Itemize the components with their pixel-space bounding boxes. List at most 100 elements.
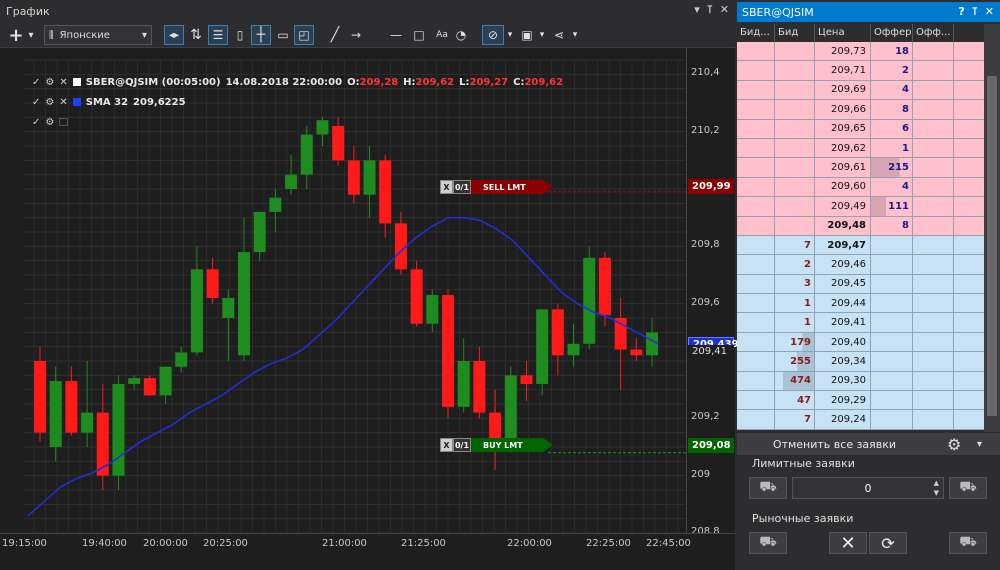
sell-order-marker[interactable]: X 0/1 SELL LMT [440, 180, 553, 194]
chart-type-select[interactable]: ⫼ Японские ▾ [44, 25, 152, 45]
bid-cum-cell[interactable] [737, 138, 775, 158]
offer-cum-cell[interactable] [913, 61, 954, 80]
price-cell[interactable]: 209,34 [815, 352, 871, 371]
close-icon[interactable]: ✕ [984, 5, 994, 18]
bid-row[interactable]: 3 209,45 [737, 274, 984, 295]
bid-cum-cell[interactable] [737, 61, 775, 80]
bid-cum-cell[interactable] [737, 42, 775, 61]
bid-cell[interactable]: 1 [775, 294, 815, 313]
offer-cum-cell[interactable] [913, 371, 954, 391]
ask-row[interactable]: 209,62 1 [737, 138, 984, 159]
reverse-position-button[interactable]: ⟳ [869, 532, 907, 554]
dom-scrollbar[interactable] [984, 24, 1000, 432]
rect-tool-icon[interactable]: □ [413, 28, 425, 42]
offer-cell[interactable] [871, 255, 913, 274]
gear-icon[interactable]: ⚙ [45, 96, 55, 108]
checkbox-icon[interactable]: ✓ [32, 116, 41, 128]
bid-cum-cell[interactable] [737, 391, 775, 410]
ask-row[interactable]: 209,65 6 [737, 119, 984, 139]
price-cell[interactable]: 209,30 [815, 371, 871, 391]
offer-cell[interactable]: 4 [871, 80, 913, 100]
bid-cell[interactable] [775, 100, 815, 119]
offer-cell[interactable] [871, 352, 913, 371]
header-offer-cum[interactable]: Офф... [913, 24, 954, 42]
market-buy-button[interactable]: ⛟ [749, 532, 787, 554]
buy-order-marker[interactable]: X 0/1 BUY LMT [440, 438, 553, 452]
close-icon[interactable]: ✕ [719, 3, 729, 16]
price-cell[interactable]: 209,73 [815, 42, 871, 61]
bid-cum-cell[interactable] [737, 100, 775, 119]
sort-icon[interactable]: ⇅ [190, 27, 202, 43]
bid-cell[interactable] [775, 177, 815, 197]
offer-cum-cell[interactable] [913, 410, 954, 429]
bid-cell[interactable]: 1 [775, 313, 815, 332]
offer-cell[interactable] [871, 391, 913, 410]
bid-cell[interactable] [775, 158, 815, 177]
bid-cell[interactable] [775, 138, 815, 158]
close-icon[interactable]: ✕ [59, 76, 68, 88]
limit-sell-button[interactable]: ⛟ [949, 477, 987, 499]
bid-cum-cell[interactable] [737, 274, 775, 294]
pin-icon[interactable]: ⊺ [706, 3, 713, 16]
cancel-all-button[interactable]: Отменить все заявки [772, 437, 897, 451]
checkbox-icon[interactable]: ✓ [32, 76, 41, 88]
buy-order-cancel-icon[interactable]: X [440, 438, 453, 452]
checkbox-icon[interactable]: ✓ [32, 96, 41, 108]
bid-row[interactable]: 2 209,46 [737, 255, 984, 275]
bid-cell[interactable] [775, 197, 815, 216]
bid-cell[interactable]: 47 [775, 391, 815, 410]
bid-cum-cell[interactable] [737, 371, 775, 391]
price-cell[interactable]: 209,46 [815, 255, 871, 274]
limit-buy-button[interactable]: ⛟ [749, 477, 787, 499]
list-icon[interactable]: ☰ [208, 25, 228, 45]
scrollbar-thumb[interactable] [987, 76, 997, 416]
bid-cell[interactable] [775, 119, 815, 138]
bid-cell[interactable] [775, 42, 815, 61]
price-cell[interactable]: 209,24 [815, 410, 871, 429]
price-cell[interactable]: 209,29 [815, 391, 871, 410]
price-cell[interactable]: 209,66 [815, 100, 871, 119]
bid-row[interactable]: 474 209,30 [737, 371, 984, 392]
price-axis[interactable]: 210,4 210,2 209,8 209,6 209,2 209 208,8 [686, 48, 735, 537]
chevron-down-icon[interactable]: ▾ [977, 438, 983, 450]
price-cell[interactable]: 209,71 [815, 61, 871, 80]
offer-cum-cell[interactable] [913, 294, 954, 313]
price-cell[interactable]: 209,40 [815, 332, 871, 352]
header-bid[interactable]: Бид [775, 24, 815, 42]
arrow-tool-icon[interactable]: → [350, 28, 362, 42]
gear-icon[interactable]: ⚙ [947, 434, 962, 454]
ask-row[interactable]: 209,73 18 [737, 42, 984, 62]
offer-cell[interactable]: 8 [871, 216, 913, 235]
add-icon[interactable]: + [8, 24, 24, 46]
offer-cell[interactable]: 215 [871, 158, 913, 177]
bid-cum-cell[interactable] [737, 352, 775, 371]
help-icon[interactable]: ? [958, 5, 965, 18]
bid-cum-cell[interactable] [737, 294, 775, 313]
hline-tool-icon[interactable]: — [390, 28, 402, 42]
offer-cell[interactable]: 1 [871, 138, 913, 158]
price-cell[interactable]: 209,65 [815, 119, 871, 138]
offer-cell[interactable]: 2 [871, 61, 913, 80]
bid-row[interactable]: 7 209,47 [737, 235, 984, 256]
sell-order-cancel-icon[interactable]: X [440, 180, 453, 194]
bid-row[interactable]: 7 209,24 [737, 410, 984, 430]
offer-cell[interactable]: 6 [871, 119, 913, 138]
offer-cum-cell[interactable] [913, 197, 954, 216]
offer-cum-cell[interactable] [913, 42, 954, 61]
offer-cum-cell[interactable] [913, 80, 954, 100]
line-tool-icon[interactable]: ╱ [330, 27, 340, 43]
chevron-down-icon[interactable]: ▾ [572, 30, 578, 40]
bid-cum-cell[interactable] [737, 158, 775, 177]
bid-cum-cell[interactable] [737, 255, 775, 274]
bid-cell[interactable] [775, 216, 815, 235]
price-cell[interactable]: 209,60 [815, 177, 871, 197]
price-cell[interactable]: 209,69 [815, 80, 871, 100]
price-cell[interactable]: 209,47 [815, 235, 871, 255]
bid-cum-cell[interactable] [737, 197, 775, 216]
offer-cum-cell[interactable] [913, 255, 954, 274]
crosshair-icon[interactable]: ┼ [251, 25, 271, 45]
gear-icon[interactable]: ⚙ [45, 76, 55, 88]
ask-row[interactable]: 209,66 8 [737, 100, 984, 120]
bid-cell[interactable]: 474 [775, 371, 815, 391]
bid-cell[interactable] [775, 61, 815, 80]
